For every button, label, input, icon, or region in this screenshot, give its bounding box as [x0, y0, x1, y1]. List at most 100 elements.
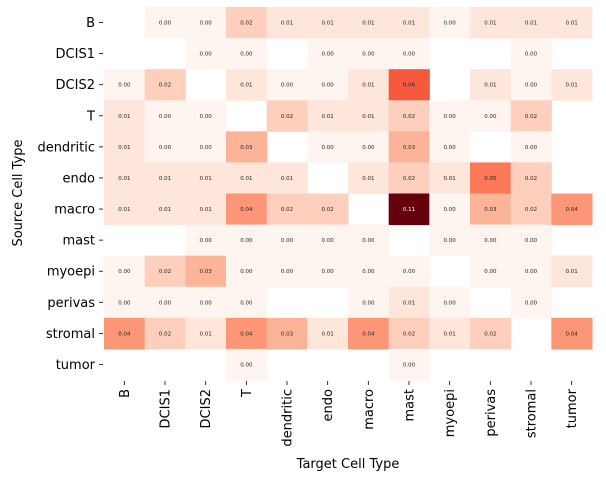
cell-value-label: 0.02: [403, 176, 415, 182]
heatmap-cell-B-myoepi: [429, 7, 471, 39]
y-tick-label: DCIS2: [56, 78, 95, 93]
heatmap-cell-stromal-tumor: [551, 317, 593, 350]
heatmap-cell-T-DCIS1: [144, 100, 186, 132]
heatmap-cell-T-dendritic: [266, 100, 308, 132]
cell-value-label: 0.01: [322, 21, 334, 27]
x-tick-label: DCIS2: [199, 389, 214, 428]
cell-value-label: 0.00: [444, 238, 457, 244]
cell-value-label: 0.03: [484, 207, 497, 213]
heatmap-cell-T-endo: [307, 100, 349, 132]
cell-value-label: 0.00: [362, 269, 375, 275]
cell-value-label: 0.00: [159, 300, 172, 306]
cell-value-label: 0.00: [525, 52, 538, 58]
heatmap-cell-macro-perivas: [470, 193, 512, 226]
cell-value-label: 0.01: [362, 114, 374, 120]
cell-value-label: 0.02: [525, 114, 537, 120]
heatmap-cell-stromal-B: [104, 317, 146, 350]
cell-value-label: 0.01: [322, 114, 334, 120]
cell-value-label: 0.00: [322, 145, 335, 151]
heatmap-cell-DCIS1-mast: [388, 38, 430, 70]
heatmap-cell-endo-perivas: [470, 162, 512, 194]
cell-value-label: 0.01: [362, 176, 374, 182]
cell-value-label: 0.00: [159, 21, 172, 27]
cell-value-label: 0.02: [403, 114, 415, 120]
cell-value-label: 0.01: [322, 331, 334, 337]
heatmap-cell-T-B: [104, 100, 146, 132]
heatmap-cell-mast-stromal: [510, 224, 552, 257]
heatmap-cell-perivas-stromal: [510, 286, 552, 319]
heatmap-cell-myoepi-T: [226, 255, 268, 288]
cell-value-label: 0.02: [322, 207, 334, 213]
cell-value-label: 0.00: [322, 52, 335, 58]
heatmap-cell-endo-T: [226, 162, 268, 194]
heatmap-cell-myoepi-endo: [307, 255, 349, 288]
cell-value-label: 0.02: [281, 207, 293, 213]
cell-value-label: 0.00: [444, 300, 457, 306]
heatmap-cell-stromal-macro: [348, 317, 390, 350]
heatmap-cell-dendritic-T: [226, 131, 268, 163]
heatmap-cell-stromal-perivas: [470, 317, 512, 350]
y-tick-label: T: [86, 109, 95, 124]
heatmap-cell-B-T: [226, 7, 268, 39]
cell-value-label: 0.04: [566, 331, 579, 337]
heatmap-cell-perivas-T: [226, 286, 268, 319]
heatmap-cell-macro-T: [226, 193, 268, 226]
heatmap-cell-DCIS2-tumor: [551, 69, 593, 101]
cell-value-label: 0.04: [240, 207, 253, 213]
heatmap-cell-myoepi-macro: [348, 255, 390, 288]
heatmap-cell-dendritic-stromal: [510, 131, 552, 163]
heatmap-cell-DCIS2-dendritic: [266, 69, 308, 101]
heatmap-cell-DCIS2-DCIS1: [144, 69, 186, 101]
heatmap-cell-dendritic-DCIS2: [185, 131, 227, 163]
cell-value-label: 0.01: [566, 83, 578, 89]
cell-value-label: 0.02: [484, 331, 496, 337]
cell-value-label: 0.00: [159, 114, 172, 120]
cell-value-label: 0.00: [240, 238, 253, 244]
cell-value-label: 0.03: [403, 145, 416, 151]
y-tick-label: endo: [63, 171, 95, 186]
heatmap-cell-B-macro: [348, 7, 390, 39]
cell-value-label: 0.01: [200, 331, 212, 337]
heatmap-cell-B-endo: [307, 7, 349, 39]
heatmap-cell-DCIS2-mast: [388, 69, 430, 101]
heatmap-cell-T-mast: [388, 100, 430, 132]
heatmap-cell-B-perivas: [470, 7, 512, 39]
heatmap-cell-myoepi-dendritic: [266, 255, 308, 288]
heatmap-cell-macro-dendritic: [266, 193, 308, 226]
cell-value-label: 0.01: [240, 176, 252, 182]
heatmap-cell-endo-dendritic: [266, 162, 308, 194]
y-tick-label: stromal: [46, 327, 95, 342]
cell-value-label: 0.04: [240, 331, 253, 337]
heatmap-cell-mast-T: [226, 224, 268, 257]
heatmap-cell-perivas-mast: [388, 286, 430, 319]
heatmap-cell-perivas-DCIS2: [185, 286, 227, 319]
heatmap-cell-macro-stromal: [510, 193, 552, 226]
cell-value-label: 0.02: [159, 331, 171, 337]
heatmap-cell-mast-DCIS2: [185, 224, 227, 257]
heatmap-cell-endo-DCIS1: [144, 162, 186, 194]
cell-value-label: 0.00: [525, 83, 538, 89]
heatmap-cell-mast-dendritic: [266, 224, 308, 257]
cell-value-label: 0.01: [362, 21, 374, 27]
heatmap-cell-DCIS1-DCIS2: [185, 38, 227, 70]
cell-value-label: 0.04: [118, 331, 131, 337]
heatmap-cell-T-macro: [348, 100, 390, 132]
cell-value-label: 0.00: [403, 52, 416, 58]
cell-value-label: 0.00: [403, 362, 416, 368]
heatmap-cell-tumor-mast: [388, 348, 430, 381]
cell-value-label: 0.01: [444, 176, 456, 182]
x-tick-label: endo: [321, 389, 336, 421]
cell-value-label: 0.00: [281, 83, 294, 89]
heatmap-cell-DCIS1-endo: [307, 38, 349, 70]
heatmap-cell-B-tumor: [551, 7, 593, 39]
cell-value-label: 0.00: [240, 362, 253, 368]
cell-value-label: 0.06: [403, 83, 416, 89]
y-tick-label: macro: [54, 203, 95, 218]
cell-value-label: 0.00: [403, 269, 416, 275]
cell-value-label: 0.00: [322, 269, 335, 275]
heatmap-cell-dendritic-endo: [307, 131, 349, 163]
cell-value-label: 0.03: [240, 145, 253, 151]
heatmap-cell-DCIS2-perivas: [470, 69, 512, 101]
heatmap-cell-stromal-endo: [307, 317, 349, 350]
heatmap-cell-macro-tumor: [551, 193, 593, 226]
